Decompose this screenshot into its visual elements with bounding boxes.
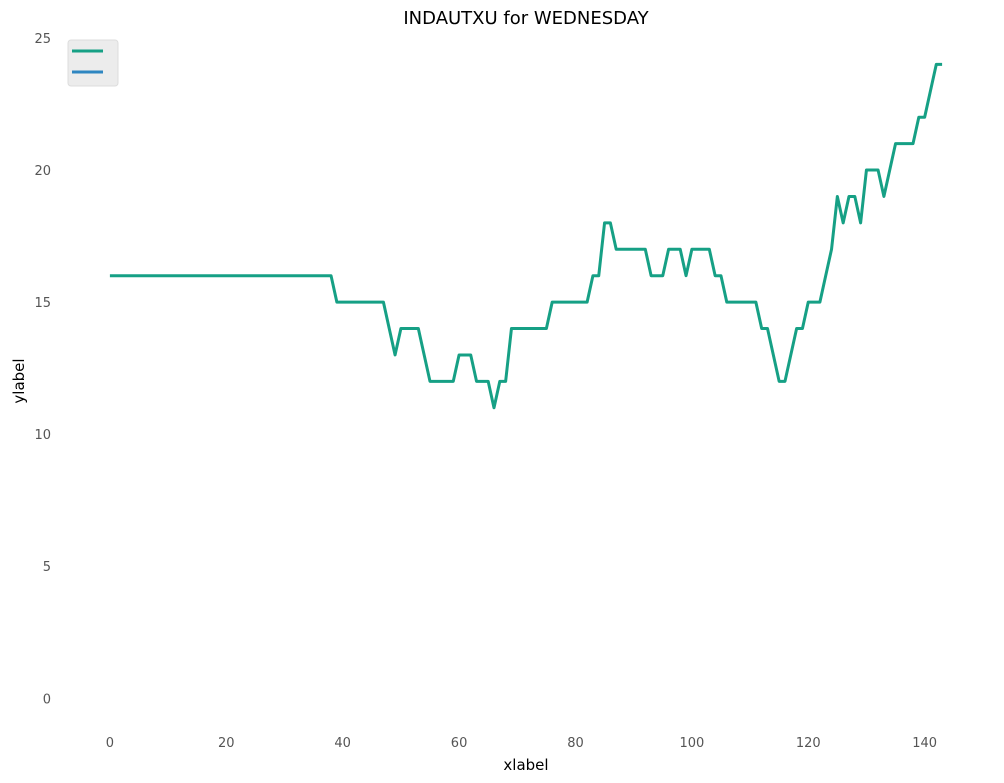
legend [67,39,119,87]
x-tick-label: 120 [796,736,821,751]
y-axis-label: ylabel [10,358,28,403]
series-layer [109,62,943,410]
series-line-0 [109,62,943,410]
y-tick-labels: 0 5 10 15 20 25 [34,32,51,707]
y-tick-label: 25 [34,32,51,47]
x-tick-label: 20 [218,736,235,751]
x-tick-labels: 0 20 40 60 80 100 120 140 [106,736,937,751]
x-tick-label: 40 [334,736,351,751]
y-tick-label: 20 [34,164,51,179]
y-tick-label: 5 [43,560,51,575]
x-tick-label: 60 [451,736,468,751]
y-tick-label: 0 [43,692,51,707]
x-tick-label: 140 [912,736,937,751]
x-tick-label: 100 [679,736,704,751]
y-tick-label: 10 [34,428,51,443]
chart-title: INDAUTXU for WEDNESDAY [403,8,649,29]
x-tick-label: 80 [567,736,584,751]
x-tick-label: 0 [106,736,114,751]
y-tick-label: 15 [34,296,51,311]
x-axis-label: xlabel [503,756,548,774]
legend-box [67,39,119,87]
